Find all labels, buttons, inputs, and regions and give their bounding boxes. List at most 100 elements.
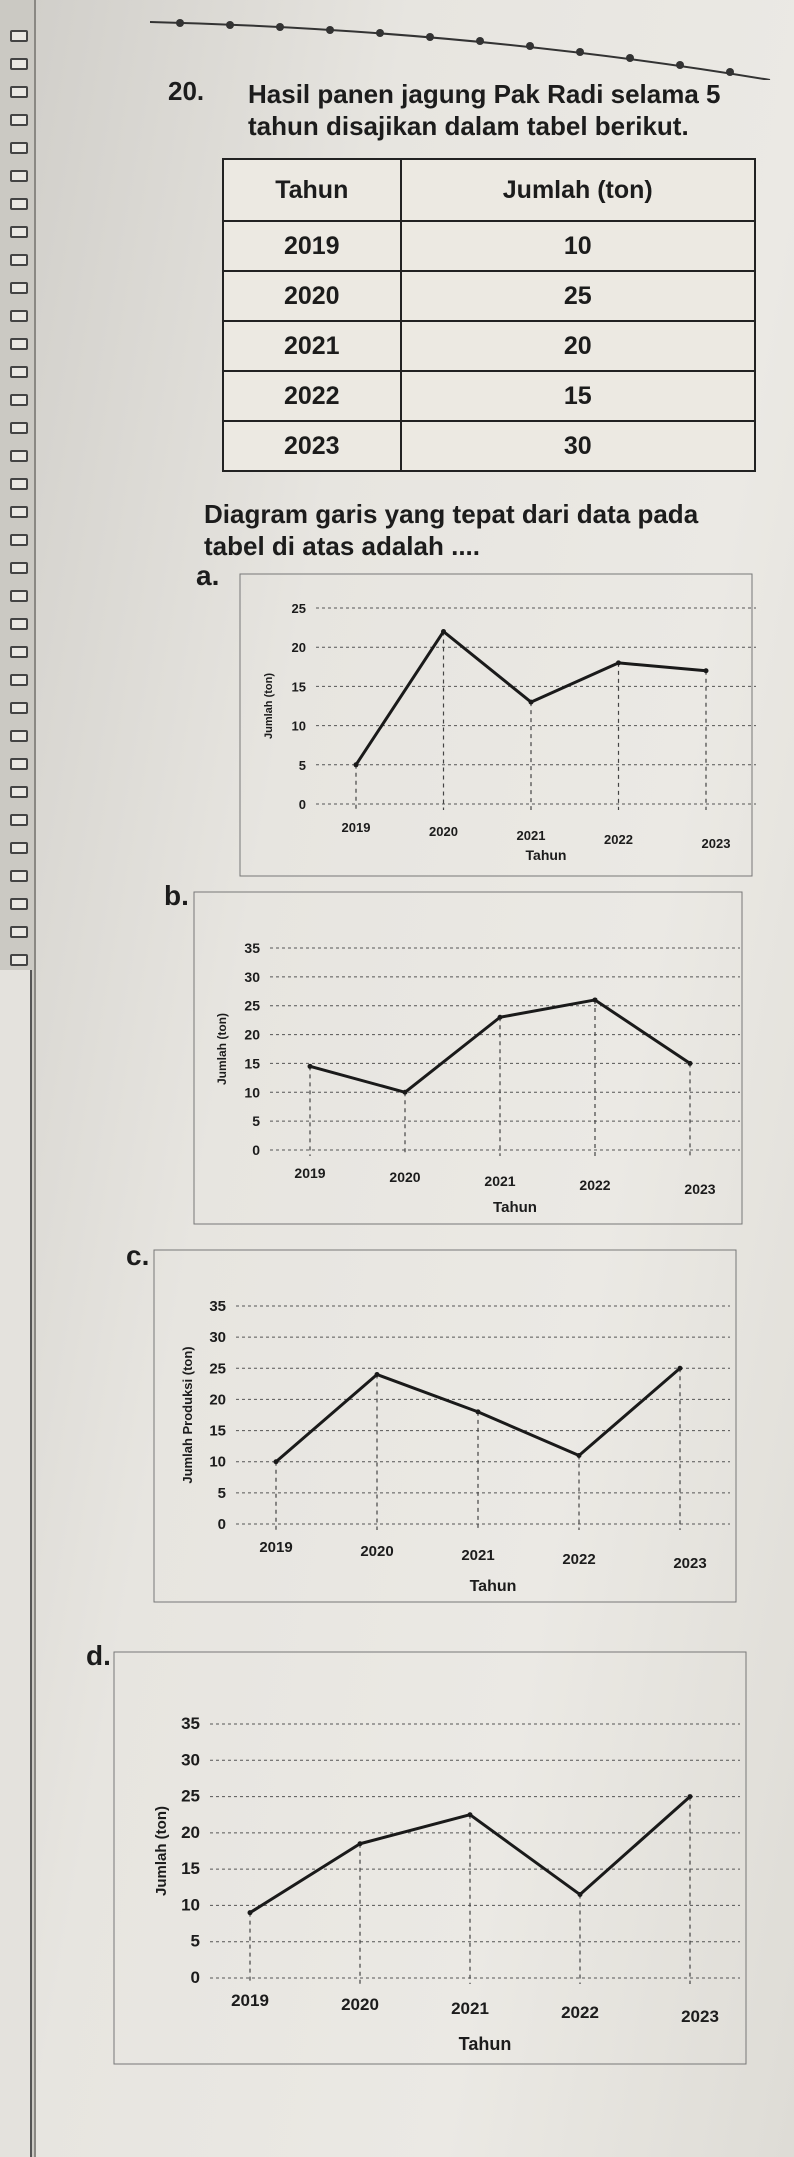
table-cell: 2021: [222, 320, 402, 372]
option-a-chart[interactable]: 0 5 10 15 20 25 2019 2020 2021 2022 2023 Tahun Jumla…: [236, 570, 756, 880]
y-tick-label: 0: [299, 797, 306, 812]
y-tick-label: 10: [209, 1454, 226, 1471]
chart-frame: [113, 1651, 747, 2065]
x-tick-label: 2020: [360, 1543, 393, 1560]
option-d-chart[interactable]: 0 5 10 15 20 25 30 35 2019 2020 2021 2022 2023 Tahun J…: [110, 1648, 750, 2068]
y-tick-label: 15: [181, 1859, 200, 1878]
data-point: [576, 1452, 582, 1458]
y-tick-label: 20: [209, 1391, 226, 1408]
chart-frame: [239, 573, 753, 877]
binding-ring: [10, 394, 28, 406]
x-tick-label: 2021: [461, 1547, 494, 1564]
table-cell: 30: [399, 420, 757, 472]
y-tick-label: 10: [181, 1895, 200, 1914]
y-axis-label: Jumlah (ton): [153, 1806, 170, 1896]
x-tick-label: 2019: [231, 1991, 269, 2010]
binding-ring: [10, 814, 28, 826]
y-tick-label: 5: [191, 1932, 200, 1951]
y-axis-label: Jumlah Produksi (ton): [180, 1346, 195, 1483]
table-row: 2019 10: [222, 220, 757, 272]
option-c-chart[interactable]: 0 5 10 15 20 25 30 35 2019 2020 2021 2022 2023 Tahun J…: [150, 1246, 740, 1606]
y-tick-label: 5: [299, 758, 306, 773]
y-tick-label: 35: [181, 1714, 200, 1733]
binding-ring: [10, 954, 28, 966]
chain-decoration: [150, 19, 771, 80]
y-tick-label: 0: [252, 1142, 260, 1158]
x-tick-label: 2022: [561, 2003, 599, 2022]
data-point: [687, 1060, 693, 1066]
question-number: 20.: [168, 76, 205, 106]
y-tick-label: 15: [244, 1055, 260, 1071]
y-tick-label: 30: [244, 969, 260, 985]
table-row: 2022 15: [222, 370, 757, 422]
binding-ring: [10, 786, 28, 798]
x-tick-label: 2021: [517, 828, 546, 843]
binding-ring: [10, 422, 28, 434]
x-tick-label: 2023: [673, 1555, 706, 1572]
y-tick-label: 5: [218, 1485, 226, 1502]
line-chart-d: 0 5 10 15 20 25 30 35 2019 2020 2021 2022 2023 Tahun J…: [113, 1651, 747, 2065]
binding-ring: [10, 282, 28, 294]
table-row: 2020 25: [222, 270, 757, 322]
y-tick-label: 30: [181, 1750, 200, 1769]
chart-frame: [193, 891, 743, 1225]
line-chart-a: 0 5 10 15 20 25 2019 2020 2021 2022 2023 Tahun Jumla…: [239, 573, 756, 877]
x-tick-label: 2021: [484, 1173, 515, 1189]
binding-ring: [10, 926, 28, 938]
y-tick-label: 25: [181, 1787, 200, 1806]
table-cell: 20: [399, 320, 757, 372]
option-c-label[interactable]: c.: [126, 1240, 150, 1271]
data-point: [353, 762, 359, 768]
x-tick-label: 2022: [562, 1551, 595, 1568]
data-point: [703, 668, 709, 674]
x-tick-label: 2023: [681, 2007, 719, 2026]
x-tick-label: 2020: [429, 824, 458, 839]
y-tick-label: 30: [209, 1329, 226, 1346]
table-cell: 2022: [222, 370, 402, 422]
data-point: [687, 1794, 693, 1800]
x-tick-label: 2020: [341, 1995, 379, 2014]
binding-ring: [10, 450, 28, 462]
binding-ring: [10, 562, 28, 574]
x-tick-label: 2019: [294, 1165, 325, 1181]
margin-bar: [0, 970, 32, 2157]
y-axis-label: Jumlah (ton): [215, 1013, 229, 1085]
data-point: [307, 1063, 313, 1069]
question-prompt: Diagram garis yang tepat dari data pada …: [204, 499, 699, 561]
option-b-chart[interactable]: 0 5 10 15 20 25 30 35 2019 2020 2021 2022 2023 Tahun J…: [190, 888, 746, 1228]
y-tick-label: 10: [244, 1084, 260, 1100]
binding-ring: [10, 870, 28, 882]
option-a-label[interactable]: a.: [196, 560, 220, 591]
y-tick-label: 35: [244, 940, 260, 956]
line-chart-c: 0 5 10 15 20 25 30 35 2019 2020 2021 2022 2023 Tahun J…: [153, 1249, 737, 1603]
binding-ring: [10, 30, 28, 42]
y-tick-label: 25: [292, 601, 306, 616]
data-point: [592, 997, 598, 1003]
table-header-amount: Jumlah (ton): [399, 158, 757, 222]
binding-ring: [10, 142, 28, 154]
binding-ring: [10, 226, 28, 238]
y-axis-label: Jumlah (ton): [263, 673, 275, 739]
question-intro: Hasil panen jagung Pak Radi selama 5 tah…: [248, 79, 721, 141]
binding-ring: [10, 254, 28, 266]
binding-ring: [10, 114, 28, 126]
data-point: [475, 1409, 481, 1415]
table-header-year: Tahun: [222, 158, 402, 222]
x-axis-label: Tahun: [526, 847, 567, 863]
x-tick-label: 2021: [451, 1999, 489, 2018]
table-cell: 2023: [222, 420, 402, 472]
binding-ring: [10, 674, 28, 686]
binding-ring: [10, 478, 28, 490]
data-point: [577, 1892, 583, 1898]
data-point: [247, 1910, 253, 1916]
table-row: 2023 30: [222, 420, 757, 472]
x-tick-label: 2023: [702, 836, 731, 851]
x-axis-label: Tahun: [459, 2034, 512, 2054]
option-b-label[interactable]: b.: [164, 880, 189, 911]
option-d-label[interactable]: d.: [86, 1640, 111, 1671]
x-tick-label: 2023: [684, 1181, 715, 1197]
table-cell: 25: [399, 270, 757, 322]
harvest-table: Tahun Jumlah (ton) 2019 10 2020 25 2021 …: [222, 158, 757, 472]
binding-ring: [10, 646, 28, 658]
line-chart-b: 0 5 10 15 20 25 30 35 2019 2020 2021 2022 2023 Tahun J…: [193, 891, 743, 1225]
